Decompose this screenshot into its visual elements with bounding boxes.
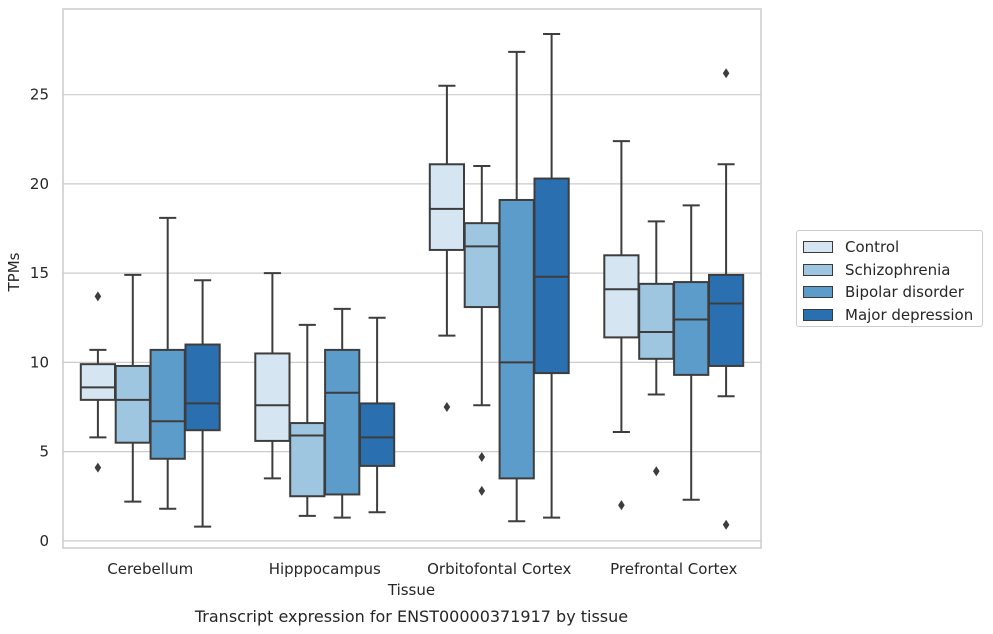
box-schizophrenia-prefrontal-cortex — [638, 282, 675, 360]
y-axis-label: TPMs — [5, 252, 23, 292]
outlier-schizophrenia-orbitofontal-cortex-1 — [478, 485, 486, 496]
legend-item-schizophrenia: Schizophrenia — [803, 259, 982, 282]
legend-swatch-bipolar-disorder — [803, 286, 833, 299]
y-tick-label-5: 5 — [39, 443, 49, 461]
box-major-depression-cerebellum — [184, 343, 221, 432]
outlier-control-orbitofontal-cortex-0 — [443, 402, 451, 413]
legend: Control Schizophrenia Bipolar disorder M… — [796, 230, 983, 327]
outlier-major-depression-prefrontal-cortex-1 — [722, 519, 730, 530]
outlier-control-cerebellum-0 — [94, 291, 102, 302]
x-tick-label-orbitofontal-cortex: Orbitofontal Cortex — [427, 560, 571, 578]
x-tick-label-hipppocampus: Hipppocampus — [269, 560, 381, 578]
x-tick-label-cerebellum: Cerebellum — [107, 560, 193, 578]
legend-item-bipolar-disorder: Bipolar disorder — [803, 281, 982, 304]
legend-label-major-depression: Major depression — [845, 305, 974, 324]
legend-swatch-control — [803, 241, 833, 254]
box-bipolar-disorder-hipppocampus — [324, 348, 361, 496]
y-tick-label-20: 20 — [30, 175, 49, 193]
outlier-control-cerebellum-1 — [94, 462, 102, 473]
box-control-cerebellum — [79, 363, 117, 401]
legend-item-major-depression: Major depression — [803, 304, 982, 327]
box-control-orbitofontal-cortex — [428, 163, 466, 251]
box-major-depression-hipppocampus — [358, 402, 396, 467]
box-control-hipppocampus — [254, 352, 291, 442]
box-control-prefrontal-cortex — [603, 254, 640, 339]
y-tick-label-0: 0 — [39, 532, 49, 550]
box-bipolar-disorder-cerebellum — [149, 348, 186, 460]
legend-label-schizophrenia: Schizophrenia — [845, 260, 951, 279]
box-major-depression-prefrontal-cortex — [707, 273, 745, 367]
outlier-control-prefrontal-cortex-0 — [618, 500, 625, 511]
x-axis-label: Tissue — [387, 581, 436, 599]
box-schizophrenia-orbitofontal-cortex — [463, 222, 500, 309]
box-schizophrenia-hipppocampus — [289, 422, 326, 498]
box-bipolar-disorder-orbitofontal-cortex — [498, 198, 535, 480]
outlier-schizophrenia-prefrontal-cortex-0 — [653, 466, 660, 477]
box-schizophrenia-cerebellum — [114, 364, 151, 444]
box-bipolar-disorder-prefrontal-cortex — [673, 281, 710, 376]
outlier-schizophrenia-orbitofontal-cortex-0 — [478, 451, 486, 462]
chart-caption: Transcript expression for ENST0000037191… — [194, 607, 629, 626]
y-tick-label-15: 15 — [30, 264, 49, 282]
x-tick-label-prefrontal-cortex: Prefrontal Cortex — [610, 560, 737, 578]
legend-label-control: Control — [845, 238, 900, 257]
outlier-major-depression-prefrontal-cortex-0 — [722, 68, 730, 79]
legend-item-control: Control — [803, 236, 982, 259]
y-tick-label-10: 10 — [30, 353, 49, 371]
legend-label-bipolar-disorder: Bipolar disorder — [845, 283, 964, 302]
legend-swatch-major-depression — [803, 308, 833, 321]
legend-swatch-schizophrenia — [803, 263, 833, 276]
y-tick-label-25: 25 — [30, 86, 49, 104]
